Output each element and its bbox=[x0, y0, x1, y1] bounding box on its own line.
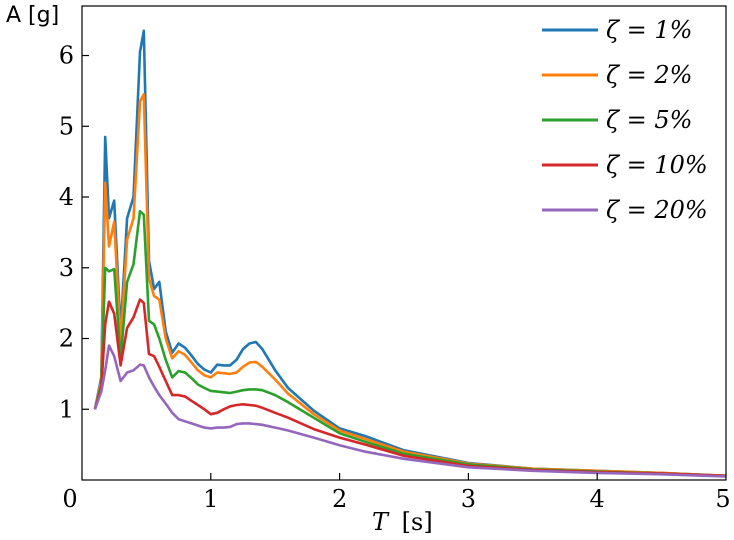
legend-label: ζ = 2% bbox=[606, 61, 692, 89]
x-tick-label: 0 bbox=[62, 485, 77, 513]
y-tick-label: 5 bbox=[59, 112, 74, 140]
x-axis-label: T [s] bbox=[372, 508, 433, 536]
series-layer bbox=[93, 29, 727, 478]
series-line-1 bbox=[93, 29, 727, 478]
x-tick-label: 2 bbox=[332, 485, 347, 513]
legend-label: ζ = 1% bbox=[606, 16, 692, 44]
y-tick-label: 1 bbox=[59, 395, 74, 423]
x-tick-label: 3 bbox=[461, 485, 476, 513]
legend-label: ζ = 20% bbox=[606, 196, 708, 224]
x-tick-label: 4 bbox=[590, 485, 605, 513]
legend-label: ζ = 5% bbox=[606, 106, 692, 134]
y-tick-label: 4 bbox=[59, 183, 74, 211]
series-line-4 bbox=[93, 298, 727, 478]
y-tick-label: 3 bbox=[59, 254, 74, 282]
legend: ζ = 1% ζ = 2% ζ = 5% ζ = 10% ζ = 20% bbox=[542, 16, 708, 224]
x-tick-label: 5 bbox=[715, 485, 730, 513]
y-tick-label: 2 bbox=[59, 325, 74, 353]
x-axis-label-variable: T bbox=[372, 508, 390, 536]
series-line-5 bbox=[93, 344, 727, 478]
y-axis-label: A [g] bbox=[6, 3, 59, 28]
x-axis-label-unit: [s] bbox=[402, 508, 433, 536]
legend-label: ζ = 10% bbox=[606, 151, 708, 179]
ticks-layer: 0 1 2 3 4 5 1 2 3 4 5 6 bbox=[59, 42, 731, 513]
plot-frame bbox=[81, 5, 727, 481]
y-tick-label: 6 bbox=[59, 42, 74, 70]
series-line-3 bbox=[93, 209, 727, 478]
series-line-2 bbox=[93, 93, 727, 478]
x-tick-label: 1 bbox=[203, 485, 218, 513]
